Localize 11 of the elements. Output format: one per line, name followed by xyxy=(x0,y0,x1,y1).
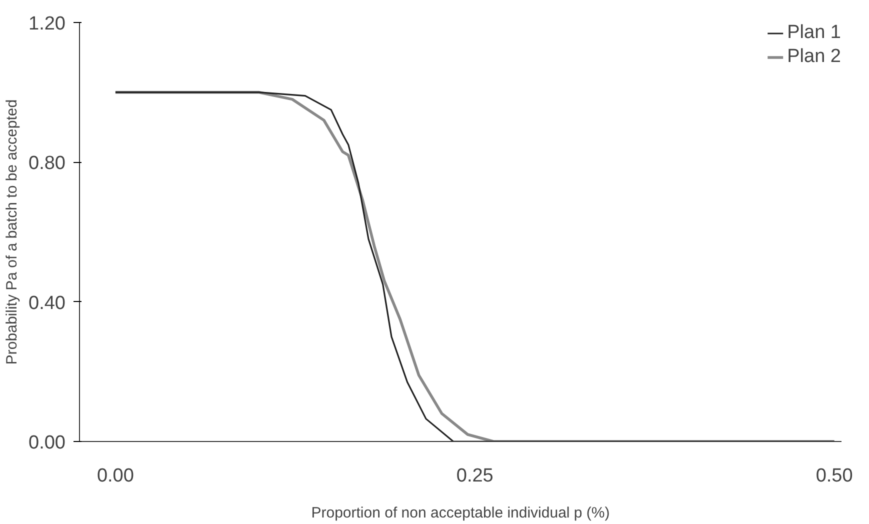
x-tick-label: 0.00 xyxy=(96,466,134,486)
x-tick-label: 0.50 xyxy=(816,466,853,486)
legend-label: Plan 1 xyxy=(787,22,841,44)
x-axis-title: Proportion of non acceptable individual p (%) xyxy=(311,504,610,522)
y-tick-label: 0.40 xyxy=(28,292,66,314)
legend-label: Plan 2 xyxy=(787,46,841,68)
y-tick-label: 0.80 xyxy=(28,153,66,174)
y-tick-label: 0.00 xyxy=(28,432,66,454)
y-tick-label: 1.20 xyxy=(28,14,66,34)
x-tick-label: 0.25 xyxy=(456,466,494,486)
y-axis-title: Probability Pa of a batch to be accepted xyxy=(4,99,21,365)
